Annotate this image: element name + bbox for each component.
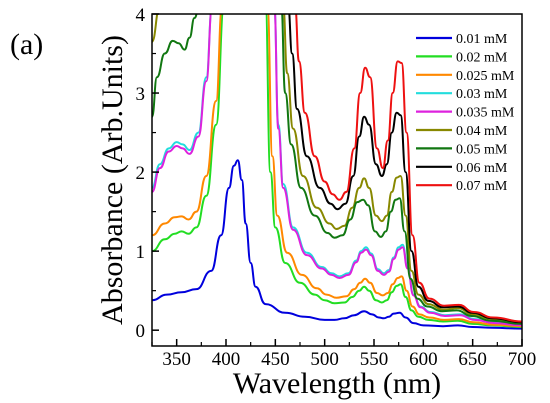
series-line-4 [152,14,522,327]
x-axis: 350 400 450 500 550 600 650 700 [151,339,537,370]
legend-label: 0.04 mM [456,124,508,139]
legend-label: 0.06 mM [456,161,508,176]
y-tick-label: 4 [136,5,146,26]
series-line-0 [152,159,522,330]
y-tick-label: 1 [136,242,146,263]
x-tick-label: 350 [162,349,191,370]
series-line-6 [152,14,522,325]
y-tick-label: 3 [136,84,146,105]
legend-label: 0.035 mM [456,106,515,121]
x-tick-label: 500 [310,349,339,370]
x-tick-label: 450 [261,349,290,370]
series-line-7 [288,14,522,324]
panel-label: (a) [10,28,43,61]
y-tick-label: 2 [136,163,146,184]
x-axis-label: Wavelength (nm) [233,367,441,400]
x-tick-label: 650 [458,349,487,370]
legend-label: 0.02 mM [456,50,508,65]
legend: 0.01 mM 0.02 mM 0.025 mM 0.03 mM 0.035 mM 0.0… [416,32,515,194]
series-line-8 [295,14,522,323]
legend-label: 0.07 mM [456,179,508,194]
legend-label: 0.03 mM [456,87,508,102]
legend-label: 0.05 mM [456,142,508,157]
plot-frame [151,13,523,347]
x-tick-label: 600 [409,349,438,370]
y-axis: 0 1 2 3 4 [136,5,159,342]
series-layer [152,14,522,330]
x-tick-label: 700 [508,349,537,370]
series-line-5 [152,14,522,325]
legend-label: 0.01 mM [456,32,508,47]
x-tick-label: 400 [212,349,241,370]
legend-label: 0.025 mM [456,69,515,84]
series-line-1 [152,14,522,328]
y-tick-label: 0 [136,321,146,342]
series-line-2 [152,14,522,328]
x-tick-label: 550 [360,349,389,370]
y-axis-label: Absorbance (Arb.Units) [96,35,129,325]
